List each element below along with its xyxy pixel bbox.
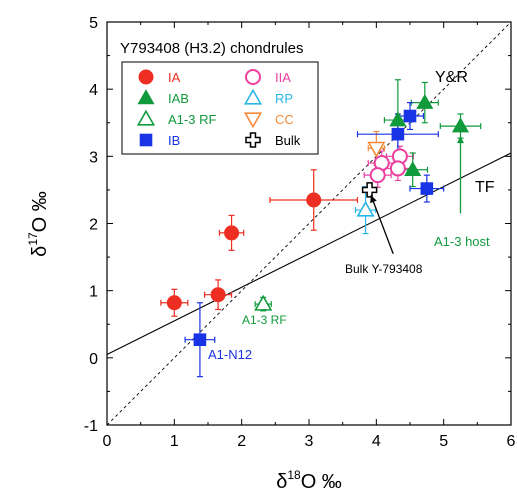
data-point [404, 161, 422, 177]
y-tick-label: 1 [89, 284, 98, 301]
data-point [451, 117, 470, 133]
legend-marker [245, 69, 261, 85]
data-point [369, 167, 386, 184]
y-axis-label: δ17O ‰ [26, 191, 51, 257]
x-tick-label: 0 [103, 433, 112, 450]
annotation-label: A1-N12 [208, 347, 252, 362]
legend-marker [245, 132, 261, 148]
legend-label: Bulk [275, 133, 301, 148]
legend-label: IAB [168, 91, 189, 106]
y-tick-label: 4 [89, 82, 98, 99]
data-point [403, 109, 417, 123]
legend-marker [243, 112, 263, 129]
chart-title: Y793408 (H3.2) chondrules [120, 40, 303, 57]
data-point [391, 127, 405, 141]
data-point [210, 287, 226, 303]
data-point [389, 160, 406, 177]
x-tick-label: 6 [507, 433, 516, 450]
annotation-label: Y&R [435, 69, 468, 86]
legend-marker [138, 69, 154, 85]
data-point [361, 182, 378, 198]
x-axis-label: δ18O ‰ [276, 468, 342, 493]
reference-line [107, 22, 511, 425]
y-tick-label: 3 [89, 149, 98, 166]
legend-box [121, 61, 319, 155]
legend-marker [137, 89, 155, 105]
reference-line [107, 152, 511, 355]
data-point [306, 192, 322, 208]
annotation-arrow-line [370, 195, 394, 254]
data-point [193, 333, 207, 346]
y-tick-label: -1 [84, 418, 98, 435]
annotation-label: TF [475, 179, 495, 196]
legend-marker [136, 109, 156, 126]
data-point [356, 200, 375, 217]
data-point [367, 141, 386, 158]
legend-marker [243, 88, 263, 105]
annotation-label: A1-3 host [434, 234, 490, 249]
legend-label: RP [275, 91, 293, 106]
data-point [416, 93, 434, 109]
x-tick-label: 4 [372, 433, 381, 450]
x-tick-label: 1 [170, 433, 179, 450]
annotation-arrow-head [457, 136, 464, 144]
y-tick-label: 2 [89, 217, 98, 234]
annotation-label: A1-3 RF [242, 313, 287, 327]
annotation-arrow-head [370, 195, 377, 204]
legend-label: CC [275, 112, 294, 127]
x-tick-label: 2 [237, 433, 246, 450]
legend-label: IIA [275, 70, 291, 85]
legend-label: IB [168, 133, 180, 148]
data-point [224, 225, 240, 241]
data-point [254, 294, 273, 311]
annotation-label: Bulk Y-793408 [345, 262, 423, 276]
data-point [420, 182, 434, 195]
legend-marker [139, 133, 153, 147]
legend-label: IA [168, 70, 181, 85]
x-tick-label: 5 [439, 433, 448, 450]
legend-label: A1-3 RF [168, 112, 216, 127]
data-point [389, 111, 407, 127]
y-tick-label: 5 [89, 15, 98, 32]
x-tick-label: 3 [305, 433, 314, 450]
data-point [166, 295, 182, 311]
y-tick-label: 0 [89, 351, 98, 368]
